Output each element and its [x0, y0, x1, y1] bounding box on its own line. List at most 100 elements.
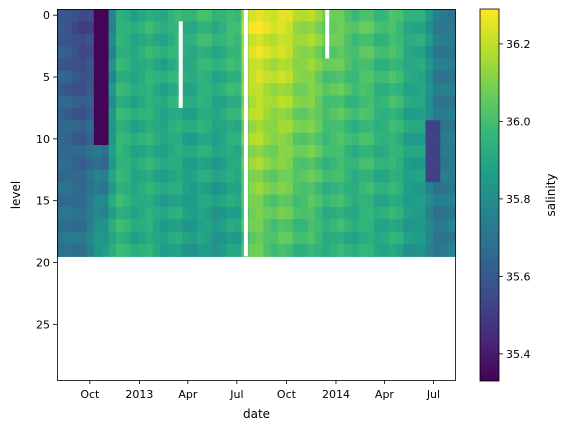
heatmap-cell: [366, 58, 375, 72]
y-tick-label: 10: [36, 133, 50, 146]
heatmap-cell: [263, 120, 272, 134]
heatmap-cell: [167, 169, 176, 183]
heatmap-cell: [174, 145, 183, 158]
heatmap-cell: [93, 58, 102, 72]
heatmap-cell: [167, 46, 176, 60]
heatmap-cell: [388, 157, 397, 171]
heatmap-cell: [152, 83, 161, 97]
heatmap-cell: [152, 182, 161, 196]
heatmap-cell: [410, 206, 419, 220]
heatmap-cell: [182, 58, 191, 72]
heatmap-cell: [115, 120, 124, 134]
heatmap-cell: [396, 9, 405, 22]
heatmap-cell: [174, 219, 183, 233]
heatmap-cell: [410, 219, 419, 233]
heatmap-cell: [314, 46, 323, 60]
heatmap-cell: [182, 107, 191, 121]
heatmap-cell: [351, 182, 360, 196]
heatmap-cell: [300, 206, 309, 220]
heatmap-cell: [57, 95, 65, 109]
heatmap-cell: [182, 231, 191, 245]
heatmap-cell: [71, 194, 80, 208]
heatmap-cell: [256, 194, 264, 208]
heatmap-cell: [359, 46, 368, 60]
heatmap-cell: [440, 95, 449, 109]
heatmap-cell: [64, 95, 73, 109]
heatmap-cell: [351, 132, 360, 146]
heatmap-cell: [396, 182, 405, 196]
heatmap-cell: [93, 33, 102, 47]
heatmap-cell: [182, 169, 191, 183]
heatmap-cell: [86, 46, 95, 60]
heatmap-cell: [57, 132, 65, 146]
heatmap-cell: [152, 145, 161, 158]
heatmap-cell: [351, 9, 360, 22]
heatmap-cell: [344, 95, 353, 109]
heatmap-cell: [373, 46, 382, 60]
heatmap-cell: [359, 231, 368, 245]
heatmap-cell: [86, 58, 95, 72]
heatmap-cell: [329, 243, 338, 257]
heatmap-cell: [57, 206, 65, 220]
heatmap-cell: [285, 83, 294, 97]
heatmap-cell: [344, 206, 353, 220]
heatmap-cell: [189, 132, 198, 146]
heatmap-cell: [248, 243, 257, 257]
heatmap-cell: [418, 9, 427, 22]
heatmap-cell: [211, 107, 220, 121]
heatmap-cell: [432, 182, 441, 196]
heatmap-cell: [174, 194, 183, 208]
heatmap-cell: [329, 46, 338, 60]
heatmap-cell: [447, 243, 456, 257]
heatmap-cell: [108, 182, 117, 196]
heatmap-cell: [233, 120, 242, 134]
heatmap-cell: [211, 219, 220, 233]
heatmap-cell: [130, 83, 139, 97]
x-tick-label: Apr: [178, 388, 198, 401]
heatmap-cell: [366, 107, 375, 121]
heatmap-cell: [152, 120, 161, 134]
heatmap-cell: [123, 58, 132, 72]
heatmap-cell: [152, 206, 161, 220]
heatmap-cell: [130, 145, 139, 158]
heatmap-cell: [410, 46, 419, 60]
heatmap-cell: [138, 182, 147, 196]
heatmap-cell: [396, 70, 405, 84]
heatmap-cell: [300, 145, 309, 158]
heatmap-cell: [300, 9, 309, 22]
heatmap-cell: [174, 120, 183, 134]
heatmap-cell: [256, 46, 264, 60]
heatmap-cell: [300, 194, 309, 208]
heatmap-cell: [388, 206, 397, 220]
heatmap-cell: [152, 107, 161, 121]
heatmap-cell: [167, 70, 176, 84]
heatmap-cell: [322, 219, 331, 233]
heatmap-cell: [396, 21, 405, 35]
heatmap-cell: [211, 46, 220, 60]
heatmap-cell: [79, 157, 88, 171]
heatmap-cell: [167, 243, 176, 257]
heatmap-cell: [145, 58, 154, 72]
heatmap-cell: [152, 169, 161, 183]
heatmap-cell: [285, 46, 294, 60]
heatmap-cell: [373, 21, 382, 35]
heatmap-cell: [233, 145, 242, 158]
heatmap-cell: [403, 231, 412, 245]
heatmap-cell: [115, 169, 124, 183]
heatmap-cell: [204, 243, 213, 257]
heatmap-cell: [108, 206, 117, 220]
heatmap-cell: [329, 157, 338, 171]
heatmap-cell: [270, 182, 279, 196]
heatmap-cell: [388, 132, 397, 146]
heatmap-cell: [71, 9, 80, 22]
heatmap-cell: [307, 95, 316, 109]
heatmap-cell: [359, 83, 368, 97]
heatmap-cell: [57, 107, 65, 121]
heatmap-cell: [57, 243, 65, 257]
heatmap-cell: [167, 219, 176, 233]
heatmap-cell: [248, 46, 257, 60]
heatmap-cell: [403, 70, 412, 84]
heatmap-cell: [248, 194, 257, 208]
heatmap-cell: [138, 58, 147, 72]
heatmap-cell: [425, 120, 434, 134]
